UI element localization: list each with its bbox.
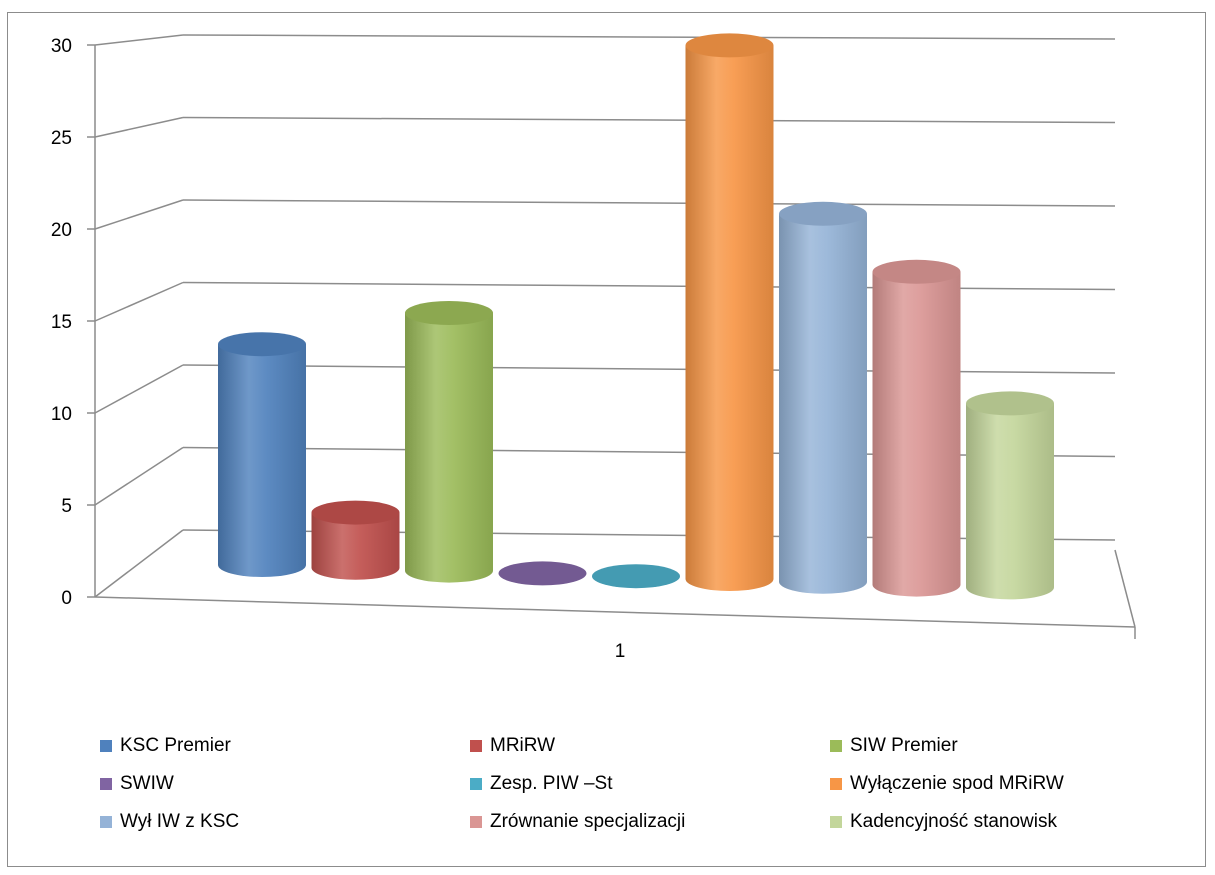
gridline-side bbox=[94, 529, 184, 598]
gridline-side bbox=[94, 446, 184, 506]
legend-swatch bbox=[470, 816, 482, 828]
legend-swatch bbox=[830, 740, 842, 752]
gridline-back bbox=[182, 281, 1116, 291]
bar-top bbox=[872, 259, 961, 284]
bar-body bbox=[218, 344, 306, 577]
bar-5 bbox=[592, 564, 680, 589]
legend-label: Zesp. PIW –St bbox=[490, 773, 613, 794]
legend-swatch bbox=[470, 778, 482, 790]
bar-8 bbox=[872, 259, 961, 597]
bar-body bbox=[685, 45, 774, 591]
x-tick-label: 1 bbox=[615, 641, 626, 662]
legend-item: Zesp. PIW –St bbox=[470, 773, 612, 795]
gridline-back bbox=[182, 34, 1116, 40]
bar-top bbox=[498, 561, 587, 586]
bar-body bbox=[405, 313, 493, 583]
bar-1 bbox=[218, 332, 306, 577]
bars bbox=[218, 33, 1054, 600]
legend-label: SIW Premier bbox=[850, 735, 958, 756]
bar-2 bbox=[311, 500, 400, 580]
legend-item: SWIW bbox=[100, 773, 174, 795]
legend-swatch bbox=[830, 816, 842, 828]
gridline-side bbox=[94, 199, 184, 230]
bar-body bbox=[311, 512, 400, 580]
legend-item: Wył IW z KSC bbox=[100, 811, 239, 833]
bar-body bbox=[872, 271, 961, 597]
bar-top bbox=[311, 500, 400, 525]
y-tick-label: 25 bbox=[51, 128, 72, 149]
legend-label: SWIW bbox=[120, 773, 174, 794]
legend-item: Zrównanie specjalizacji bbox=[470, 811, 685, 833]
gridline-back bbox=[182, 116, 1116, 124]
gridline-side bbox=[94, 364, 184, 414]
legend-item: SIW Premier bbox=[830, 735, 958, 757]
legend-label: MRiRW bbox=[490, 735, 556, 756]
y-tick-label: 20 bbox=[51, 220, 72, 241]
y-tick-label: 30 bbox=[51, 36, 72, 57]
legend-label: Wyłączenie spod MRiRW bbox=[850, 773, 1064, 794]
legend-swatch bbox=[830, 778, 842, 790]
legend-item: MRiRW bbox=[470, 735, 555, 757]
gridline-side bbox=[94, 281, 184, 322]
bar-body bbox=[779, 213, 867, 594]
legend-swatch bbox=[100, 778, 112, 790]
legend-swatch bbox=[470, 740, 482, 752]
floor-right-edge bbox=[1114, 549, 1136, 628]
legend-item: Kadencyjność stanowisk bbox=[830, 811, 1057, 833]
gridline-back bbox=[182, 199, 1116, 207]
bar-6 bbox=[685, 33, 774, 591]
bar-top bbox=[592, 564, 680, 589]
bar-top bbox=[685, 33, 774, 58]
legend-label: Kadencyjność stanowisk bbox=[850, 811, 1057, 832]
bar-9 bbox=[966, 391, 1054, 600]
y-tick-label: 10 bbox=[51, 404, 72, 425]
bar-top bbox=[779, 201, 867, 226]
bar-top bbox=[218, 332, 306, 357]
gridline-side bbox=[94, 34, 184, 46]
bar-body bbox=[966, 403, 1054, 600]
gridline-back bbox=[182, 364, 1116, 374]
bar-4 bbox=[498, 561, 587, 586]
legend-label: Zrównanie specjalizacji bbox=[490, 811, 686, 832]
legend-item: KSC Premier bbox=[100, 735, 231, 757]
y-tick-label: 5 bbox=[61, 496, 72, 517]
legend-label: Wył IW z KSC bbox=[120, 811, 240, 832]
bar-top bbox=[405, 301, 493, 325]
y-tick-label: 0 bbox=[61, 588, 72, 609]
bar-top bbox=[966, 391, 1054, 416]
bar-7 bbox=[779, 201, 867, 594]
legend-swatch bbox=[100, 816, 112, 828]
legend-label: KSC Premier bbox=[120, 735, 231, 756]
legend-swatch bbox=[100, 740, 112, 752]
floor-front-edge bbox=[94, 596, 1136, 628]
gridline-side bbox=[94, 116, 184, 138]
legend-item: Wyłączenie spod MRiRW bbox=[830, 773, 1064, 795]
y-tick-label: 15 bbox=[51, 312, 72, 333]
bar-3 bbox=[405, 301, 493, 583]
